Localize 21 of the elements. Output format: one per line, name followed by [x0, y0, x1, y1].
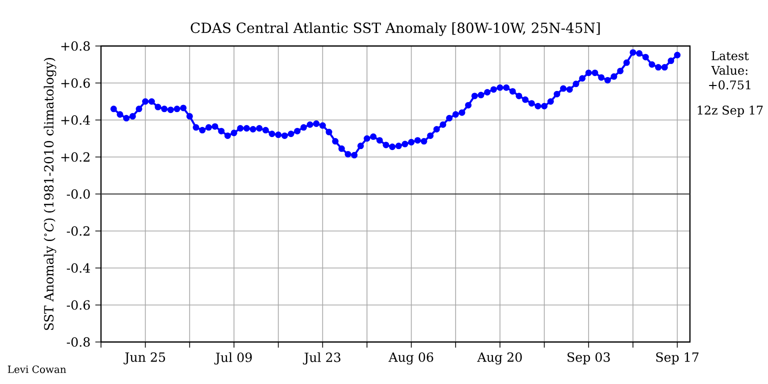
x-tick-label: Aug 06: [388, 352, 434, 365]
x-tick-label: Jul 23: [302, 352, 340, 365]
chart-title: CDAS Central Atlantic SST Anomaly [80W-10W, 25N-45N]: [190, 22, 600, 36]
x-tick-label: Sep 17: [656, 352, 698, 364]
y-axis-title: SST Anomaly ($^{∘}$C) (1981-2010 climatology): [44, 58, 56, 330]
x-tick-label: Sep 03: [568, 352, 610, 364]
y-tick-label: +0.2: [61, 152, 90, 162]
y-tick-label: +0.4: [61, 115, 90, 125]
y-tick-label: -0.4: [66, 263, 90, 273]
x-tick-label: Jul 09: [214, 352, 252, 365]
y-tick-label: -0.0: [66, 189, 90, 199]
y-tick-label: -0.2: [66, 226, 90, 236]
x-tick-label: Aug 20: [477, 352, 522, 365]
text: 12z Sep 17: [698, 106, 763, 118]
text: Levi Cowan: [8, 366, 66, 374]
y-tick-label: -0.6: [66, 300, 90, 310]
y-tick-label: +0.6: [61, 78, 90, 88]
y-tick-label: -0.8: [66, 337, 90, 347]
x-tick-label: Jun 25: [124, 352, 166, 364]
text: Latest Value: +0.751: [709, 51, 750, 90]
y-tick-label: +0.8: [61, 41, 90, 51]
